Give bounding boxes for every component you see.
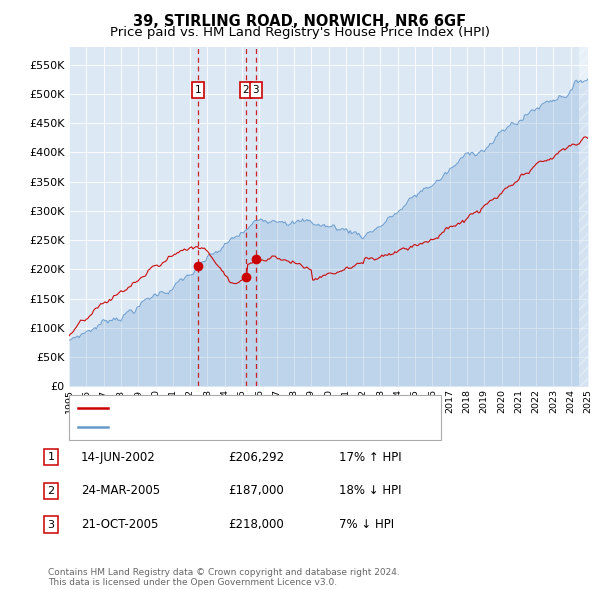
Text: 3: 3 bbox=[253, 85, 259, 95]
Text: HPI: Average price, detached house, Norwich: HPI: Average price, detached house, Norw… bbox=[114, 422, 349, 432]
Text: 24-MAR-2005: 24-MAR-2005 bbox=[81, 484, 160, 497]
Text: 1: 1 bbox=[194, 85, 201, 95]
Text: 17% ↑ HPI: 17% ↑ HPI bbox=[339, 451, 401, 464]
Text: 18% ↓ HPI: 18% ↓ HPI bbox=[339, 484, 401, 497]
Text: 2: 2 bbox=[242, 85, 249, 95]
Text: £218,000: £218,000 bbox=[228, 518, 284, 531]
Text: Price paid vs. HM Land Registry's House Price Index (HPI): Price paid vs. HM Land Registry's House … bbox=[110, 26, 490, 39]
Text: 14-JUN-2002: 14-JUN-2002 bbox=[81, 451, 156, 464]
Text: 1: 1 bbox=[47, 453, 55, 462]
Text: 7% ↓ HPI: 7% ↓ HPI bbox=[339, 518, 394, 531]
Text: 3: 3 bbox=[47, 520, 55, 529]
Text: 21-OCT-2005: 21-OCT-2005 bbox=[81, 518, 158, 531]
Text: 2: 2 bbox=[47, 486, 55, 496]
Text: Contains HM Land Registry data © Crown copyright and database right 2024.
This d: Contains HM Land Registry data © Crown c… bbox=[48, 568, 400, 587]
Text: 39, STIRLING ROAD, NORWICH, NR6 6GF (detached house): 39, STIRLING ROAD, NORWICH, NR6 6GF (det… bbox=[114, 403, 420, 412]
Text: £206,292: £206,292 bbox=[228, 451, 284, 464]
Text: £187,000: £187,000 bbox=[228, 484, 284, 497]
Text: 39, STIRLING ROAD, NORWICH, NR6 6GF: 39, STIRLING ROAD, NORWICH, NR6 6GF bbox=[133, 14, 467, 29]
